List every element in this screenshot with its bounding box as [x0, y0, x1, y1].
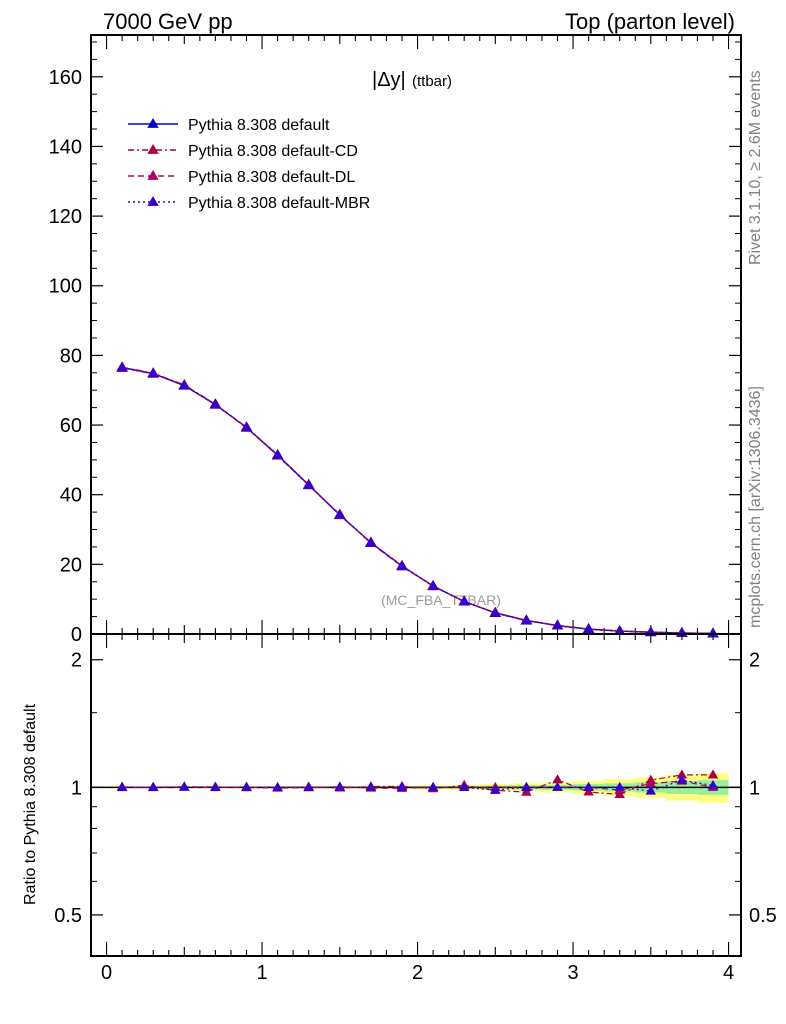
data-point — [365, 781, 377, 791]
plot-title-sub: (ttbar) — [412, 73, 452, 90]
header-process: Top (parton level) — [565, 9, 735, 34]
data-point — [396, 781, 408, 791]
data-point — [427, 781, 439, 791]
data-point — [676, 769, 688, 779]
header-energy: 7000 GeV pp — [103, 9, 233, 34]
data-point — [147, 170, 159, 180]
y-tick-label: 40 — [60, 485, 82, 507]
main-plot-panel: 0 20 40 60 80 100 120 140 160 (MC_FBA_TTBAR) |Δy… — [49, 34, 742, 646]
data-point — [334, 781, 346, 791]
main-series — [116, 361, 719, 638]
data-point — [241, 781, 252, 791]
ratio-y-label: Ratio to Pythia 8.308 default — [22, 703, 39, 905]
data-point — [147, 118, 159, 128]
data-point — [116, 361, 128, 372]
data-point — [489, 607, 502, 618]
data-point — [116, 781, 128, 791]
data-point — [178, 379, 191, 390]
x-tick-label: 2 — [412, 962, 423, 984]
y-tick-label: 140 — [49, 136, 82, 158]
data-point — [303, 478, 315, 489]
y-tick-label: 160 — [49, 67, 82, 89]
data-point — [520, 614, 533, 625]
ratio-plot-frame — [90, 633, 742, 957]
x-tick-label: 1 — [256, 962, 267, 984]
ratio-y-axis: 0.5 0.5 1 1 2 2 — [54, 650, 777, 927]
y-tick-label: 0 — [71, 624, 82, 646]
ratio-x-axis: 0 1 2 3 4 — [101, 634, 734, 984]
data-point — [645, 778, 657, 788]
data-point — [490, 784, 501, 794]
rivet-label: Rivet 3.1.10, ≥ 2.6M events — [747, 70, 764, 265]
legend-entry: Pythia 8.308 default — [188, 117, 330, 134]
data-point — [707, 779, 719, 790]
data-point — [427, 579, 439, 590]
legend: Pythia 8.308 default Pythia 8.308 default… — [128, 117, 370, 212]
mcplots-label: mcplots.cern.ch [arXiv:1306.3436] — [747, 386, 764, 628]
y-tick-label: 100 — [49, 276, 82, 298]
legend-entry: Pythia 8.308 default-DL — [188, 169, 355, 186]
plot-title-main: |Δy| — [372, 69, 406, 91]
y-tick-label: 60 — [60, 415, 82, 437]
data-point — [303, 781, 314, 791]
x-tick-label: 4 — [723, 962, 734, 984]
legend-entry: Pythia 8.308 default-CD — [188, 143, 358, 160]
data-point — [210, 781, 221, 791]
ratio-y-tick-label-right: 0.5 — [749, 905, 777, 927]
ratio-series-line — [122, 779, 714, 792]
y-tick-label: 120 — [49, 206, 82, 228]
data-point — [147, 781, 159, 791]
ratio-plot-panel: 0.5 0.5 1 1 2 2 0 1 2 3 4 Ratio to Pythia 8.308 d… — [22, 633, 777, 984]
ratio-y-tick-label: 2 — [71, 650, 82, 672]
analysis-watermark: (MC_FBA_TTBAR) — [381, 592, 501, 608]
data-point — [583, 781, 594, 791]
data-point — [707, 769, 719, 779]
data-point — [334, 508, 346, 519]
data-point — [583, 786, 594, 796]
data-point — [552, 774, 563, 784]
data-point — [365, 536, 377, 547]
data-point — [458, 595, 470, 606]
ratio-y-tick-label: 0.5 — [54, 905, 82, 927]
data-point — [179, 781, 190, 791]
data-point — [521, 781, 532, 791]
data-point — [458, 781, 470, 791]
data-point — [272, 781, 283, 791]
data-point — [582, 623, 595, 634]
data-point — [240, 421, 253, 432]
legend-entry: Pythia 8.308 default-MBR — [188, 195, 370, 212]
data-point — [645, 785, 657, 795]
x-tick-label: 0 — [101, 962, 112, 984]
data-point — [209, 398, 222, 409]
series-line — [121, 367, 714, 635]
y-tick-label: 20 — [60, 554, 82, 576]
data-point — [614, 625, 626, 635]
data-point — [614, 781, 625, 791]
data-point — [147, 196, 159, 206]
data-point — [521, 786, 532, 796]
data-point — [551, 619, 564, 630]
data-point — [396, 560, 408, 570]
data-point — [676, 774, 688, 784]
data-point — [147, 144, 159, 154]
ratio-y-tick-label: 1 — [71, 777, 82, 799]
ratio-y-tick-label-right: 2 — [749, 650, 760, 672]
x-tick-label: 3 — [567, 962, 578, 984]
ratio-series — [116, 769, 719, 799]
data-point — [271, 448, 284, 459]
data-point — [552, 781, 563, 791]
data-point — [147, 367, 159, 378]
main-y-axis: 0 20 40 60 80 100 120 140 160 — [49, 41, 741, 646]
ratio-y-tick-label-right: 1 — [749, 777, 760, 799]
y-tick-label: 80 — [60, 345, 82, 367]
